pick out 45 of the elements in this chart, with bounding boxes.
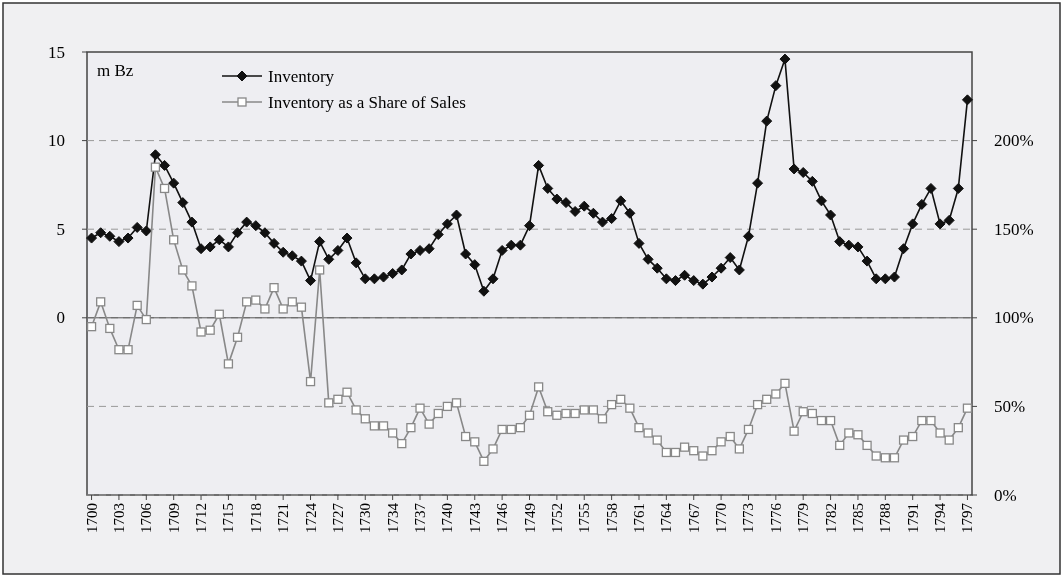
- x-tick-label: 1737: [412, 502, 429, 533]
- legend-label: Inventory as a Share of Sales: [268, 92, 466, 112]
- x-tick-label: 1700: [83, 503, 100, 533]
- x-tick-label: 1718: [247, 503, 264, 533]
- x-tick-label: 1734: [384, 502, 401, 533]
- x-tick-label: 1706: [138, 502, 155, 533]
- x-tick-label: 1770: [713, 503, 730, 533]
- legend-label: Inventory: [268, 66, 335, 86]
- x-tick-label: 1755: [576, 503, 593, 533]
- x-tick-label: 1782: [822, 503, 839, 533]
- x-tick-label: 1761: [630, 503, 647, 533]
- x-tick-label: 1785: [849, 503, 866, 533]
- x-tick-label: 1797: [959, 502, 976, 533]
- x-tick-label: 1752: [548, 503, 565, 533]
- y-tick-label: 0: [56, 308, 65, 328]
- y2-tick-label: 200%: [994, 131, 1034, 151]
- x-tick-label: 1794: [932, 502, 949, 533]
- x-tick-label: 1776: [767, 502, 784, 533]
- x-tick-label: 1709: [165, 503, 182, 533]
- x-tick-label: 1749: [521, 503, 538, 533]
- y2-tick-label: 50%: [994, 396, 1026, 416]
- y-tick-label: 5: [56, 219, 65, 239]
- x-tick-label: 1721: [275, 503, 292, 533]
- y2-tick-label: 0%: [994, 485, 1017, 505]
- x-tick-label: 1703: [110, 503, 127, 533]
- x-tick-label: 1740: [439, 503, 456, 533]
- x-tick-label: 1791: [904, 503, 921, 533]
- x-tick-label: 1712: [193, 503, 210, 533]
- x-tick-label: 1773: [740, 503, 757, 533]
- x-tick-label: 1724: [302, 502, 319, 533]
- x-tick-label: 1746: [494, 502, 511, 533]
- x-tick-label: 1730: [357, 503, 374, 533]
- y2-tick-label: 150%: [994, 219, 1034, 239]
- x-tick-label: 1758: [603, 503, 620, 533]
- x-tick-label: 1764: [658, 502, 675, 533]
- y-tick-label: 15: [48, 42, 65, 62]
- x-tick-label: 1779: [795, 503, 812, 533]
- x-tick-label: 1788: [877, 503, 894, 533]
- x-tick-label: 1743: [466, 503, 483, 533]
- x-tick-label: 1727: [329, 502, 346, 533]
- x-tick-label: 1767: [685, 502, 702, 533]
- x-tick-label: 1715: [220, 503, 237, 533]
- y-tick-label: 10: [48, 131, 65, 151]
- y-axis-title: m Bz: [97, 60, 134, 80]
- y2-tick-label: 100%: [994, 308, 1034, 328]
